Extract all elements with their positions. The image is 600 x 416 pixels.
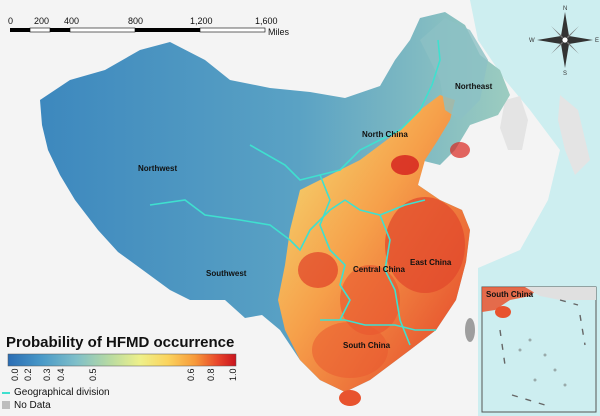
division-boundaries <box>149 39 441 346</box>
korea-landmass <box>500 96 528 150</box>
legend-tick-3: 0.4 <box>56 368 66 381</box>
hotspot-northeast <box>450 142 470 158</box>
hotspot-west-central <box>298 252 338 288</box>
hotspot-north <box>391 155 419 175</box>
scale-bar: 0 200 400 800 1,200 1,600 Miles <box>8 16 290 37</box>
scale-tick-2: 400 <box>64 16 79 26</box>
region-label-south-china: South China <box>343 341 391 350</box>
boundary-north <box>249 39 441 181</box>
boundary-south <box>320 319 436 331</box>
compass-s: S <box>563 71 567 77</box>
inset-label: South China <box>486 290 534 299</box>
region-label-northeast: Northeast <box>455 82 493 91</box>
legend-tick-0: 0.0 <box>10 368 20 381</box>
compass-e: E <box>595 38 599 44</box>
legend-tick-7: 1.0 <box>228 368 238 381</box>
boundary-west <box>149 199 346 252</box>
scale-tick-4: 1,200 <box>190 16 213 26</box>
region-label-northwest: Northwest <box>138 164 177 173</box>
legend-tick-6: 0.8 <box>206 368 216 381</box>
high-probability-zone <box>278 95 470 392</box>
legend-ticks: 0.0 0.2 0.3 0.4 0.5 0.6 0.8 1.0 <box>10 368 238 381</box>
legend-nodata-label: No Data <box>14 400 51 411</box>
legend-tick-5: 0.6 <box>186 368 196 381</box>
region-label-central-china: Central China <box>353 265 406 274</box>
hotspot-central <box>340 265 400 335</box>
scale-tick-0: 0 <box>8 16 13 26</box>
south-china-sea-inset: South China <box>481 286 597 413</box>
boundary-central-west <box>319 174 351 321</box>
legend-tick-1: 0.2 <box>23 368 33 381</box>
scale-tick-5: 1,600 <box>255 16 278 26</box>
legend-title: Probability of HFMD occurrence <box>6 334 235 351</box>
taiwan-island <box>465 318 475 342</box>
hainan-island <box>339 390 361 406</box>
nodata-legend-swatch <box>2 401 10 409</box>
northeast-shading <box>420 18 488 120</box>
compass-w: W <box>529 38 535 44</box>
region-label-north-china: North China <box>362 130 408 139</box>
legend-tick-2: 0.3 <box>42 368 52 381</box>
scale-tick-1: 200 <box>34 16 49 26</box>
legend-colorbar <box>7 353 237 367</box>
scale-tick-3: 800 <box>128 16 143 26</box>
legend-tick-4: 0.5 <box>88 368 98 381</box>
region-label-east-china: East China <box>410 258 452 267</box>
scale-unit: Miles <box>268 27 290 37</box>
boundary-east-north <box>344 199 426 216</box>
legend-division-label: Geographical division <box>14 387 110 398</box>
boundary-central-east <box>379 214 411 346</box>
hotspot-east <box>385 197 465 293</box>
compass-rose-icon: N S E W <box>529 6 599 77</box>
japan-landmass <box>558 95 590 175</box>
hotspot-south <box>312 322 388 378</box>
region-label-southwest: Southwest <box>206 269 247 278</box>
compass-n: N <box>563 6 567 12</box>
